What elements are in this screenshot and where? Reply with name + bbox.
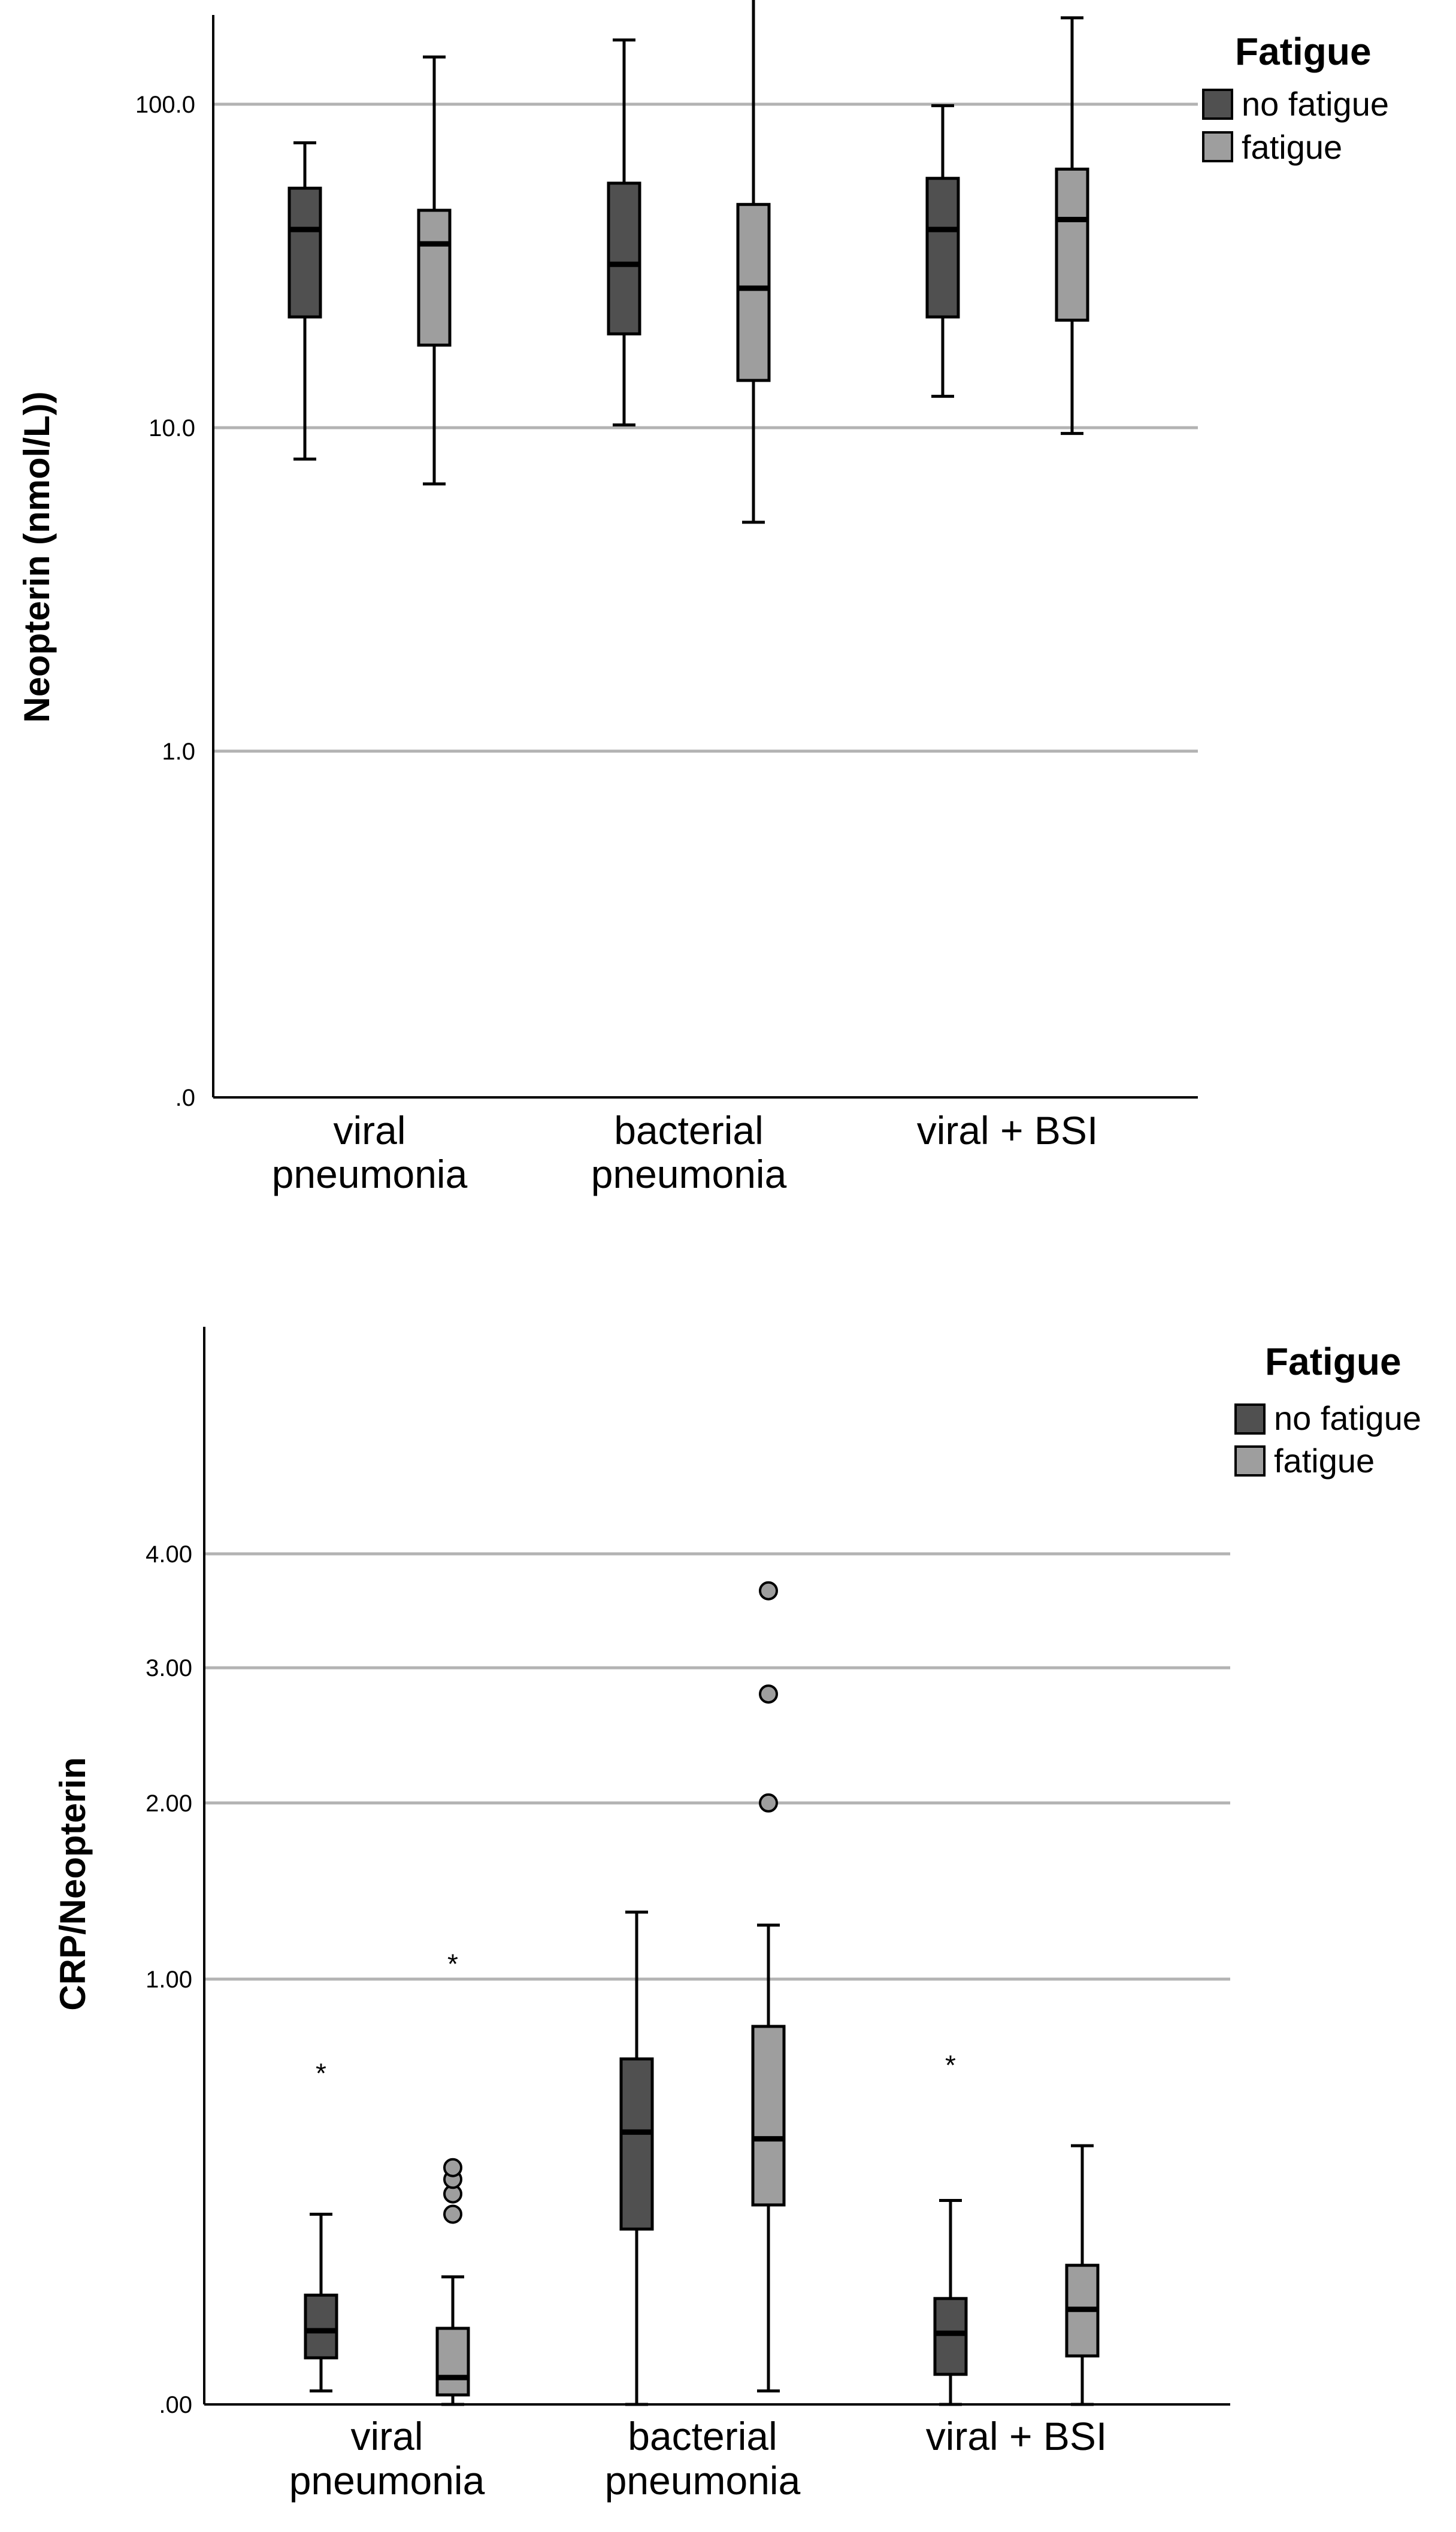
crp-y-tick-label: .00 (159, 2392, 192, 2418)
crp-extreme-point: * (945, 2050, 956, 2081)
neopterin-category-label: viral (333, 1108, 405, 1152)
neopterin-legend: Fatigue no fatigue fatigue (1202, 30, 1389, 166)
crp-gridlines (204, 1552, 1230, 1981)
crp-neopterin-chart: * ** .001.002.003.004.00 viralpneumoniaba… (53, 1327, 1421, 2503)
crp-category-label: viral + BSI (926, 2414, 1107, 2458)
neopterin-iqr-box (1055, 167, 1089, 322)
neopterin-y-tick-label: .0 (175, 1085, 195, 1111)
crp-axes (203, 1327, 1230, 2406)
neopterin-category-label: pneumonia (272, 1152, 468, 1196)
neopterin-axes (212, 15, 1198, 1099)
crp-y-tick-label: 3.00 (146, 1655, 192, 1681)
crp-extreme-point: * (447, 1949, 458, 1980)
crp-outlier-point (443, 2204, 462, 2224)
crp-extreme-point: * (316, 2058, 326, 2089)
neopterin-box-no-fatigue (287, 141, 322, 461)
crp-boxes: * * * (304, 1581, 1100, 2406)
neopterin-legend-title: Fatigue (1235, 30, 1372, 73)
neopterin-iqr-box (417, 208, 452, 347)
neopterin-y-tick-label: 10.0 (149, 415, 195, 441)
crp-legend-label-fatigue: fatigue (1274, 1442, 1375, 1480)
neopterin-y-axis-label: Neopterin (nmol/L)) (17, 391, 57, 722)
crp-legend-title: Fatigue (1265, 1340, 1401, 1383)
crp-box-fatigue: * (435, 1949, 470, 2406)
neopterin-box-no-fatigue (607, 38, 641, 426)
neopterin-iqr-box (925, 177, 960, 319)
crp-category-label: pneumonia (289, 2458, 485, 2503)
neopterin-legend-label-no-fatigue: no fatigue (1242, 85, 1389, 123)
neopterin-legend-label-fatigue: fatigue (1242, 128, 1342, 166)
crp-box-fatigue (1065, 2144, 1100, 2406)
crp-category-label: bacterial (628, 2414, 777, 2458)
crp-iqr-box (435, 2327, 470, 2397)
neopterin-category-label: bacterial (614, 1108, 763, 1152)
crp-box-no-fatigue (619, 1910, 654, 2406)
neopterin-y-tick-label: 100.0 (135, 92, 195, 118)
neopterin-boxes (287, 0, 1089, 524)
crp-y-tick-label: 4.00 (146, 1541, 192, 1568)
crp-legend-swatch-fatigue (1234, 1445, 1266, 1477)
crp-legend: Fatigue no fatigue fatigue (1234, 1340, 1421, 1480)
crp-legend-label-no-fatigue: no fatigue (1274, 1399, 1421, 1437)
crp-y-axis-label: CRP/Neopterin (53, 1757, 93, 2010)
neopterin-box-no-fatigue (925, 104, 960, 398)
neopterin-box-fatigue (417, 55, 452, 486)
neopterin-legend-swatch-fatigue (1202, 131, 1233, 162)
crp-y-tick-label: 2.00 (146, 1790, 192, 1817)
neopterin-legend-swatch-no-fatigue (1202, 89, 1233, 120)
crp-iqr-box (751, 2025, 786, 2207)
crp-iqr-box (619, 2057, 654, 2231)
crp-outlier-point (443, 2158, 462, 2177)
crp-outlier-point (759, 1793, 778, 1813)
neopterin-y-tick-label: 1.0 (162, 739, 195, 765)
crp-legend-swatch-no-fatigue (1234, 1403, 1266, 1435)
crp-box-no-fatigue: * (933, 2050, 968, 2406)
crp-y-tick-labels: .00 1.00 2.00 3.00 4.00 (146, 1541, 192, 2418)
crp-iqr-box (933, 2297, 968, 2376)
crp-iqr-box (304, 2294, 338, 2359)
crp-box-fatigue (751, 1581, 786, 2393)
neopterin-gridlines (213, 102, 1198, 753)
crp-box-no-fatigue: * (304, 2058, 338, 2393)
neopterin-category-label: viral + BSI (917, 1108, 1098, 1152)
neopterin-iqr-box (736, 202, 771, 382)
crp-y-tick-label: 1.00 (146, 1967, 192, 1993)
crp-category-label: viral (350, 2414, 423, 2458)
neopterin-box-fatigue (1055, 16, 1089, 435)
neopterin-iqr-box (607, 181, 641, 335)
crp-outlier-point (759, 1684, 778, 1704)
crp-category-label: pneumonia (605, 2458, 801, 2503)
crp-outlier-point (759, 1581, 778, 1601)
neopterin-iqr-box (287, 186, 322, 319)
neopterin-box-fatigue (736, 0, 771, 524)
neopterin-category-label: pneumonia (591, 1152, 787, 1196)
